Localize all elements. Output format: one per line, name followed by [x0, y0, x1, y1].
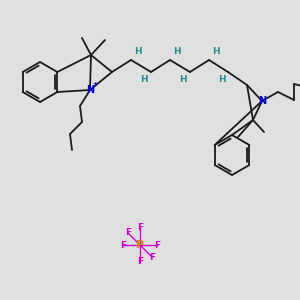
Text: P: P [136, 240, 144, 250]
Text: +: + [92, 81, 98, 87]
Text: F: F [137, 257, 143, 266]
Text: F: F [120, 241, 126, 250]
Text: H: H [212, 47, 220, 56]
Text: F: F [154, 241, 160, 250]
Text: H: H [173, 47, 181, 56]
Text: F: F [137, 224, 143, 232]
Text: F: F [149, 253, 155, 262]
Text: N: N [258, 96, 266, 106]
Text: H: H [179, 76, 187, 85]
Text: N: N [86, 85, 94, 95]
Text: H: H [134, 47, 142, 56]
Text: H: H [218, 76, 226, 85]
Text: F: F [125, 229, 131, 238]
Text: H: H [140, 76, 148, 85]
